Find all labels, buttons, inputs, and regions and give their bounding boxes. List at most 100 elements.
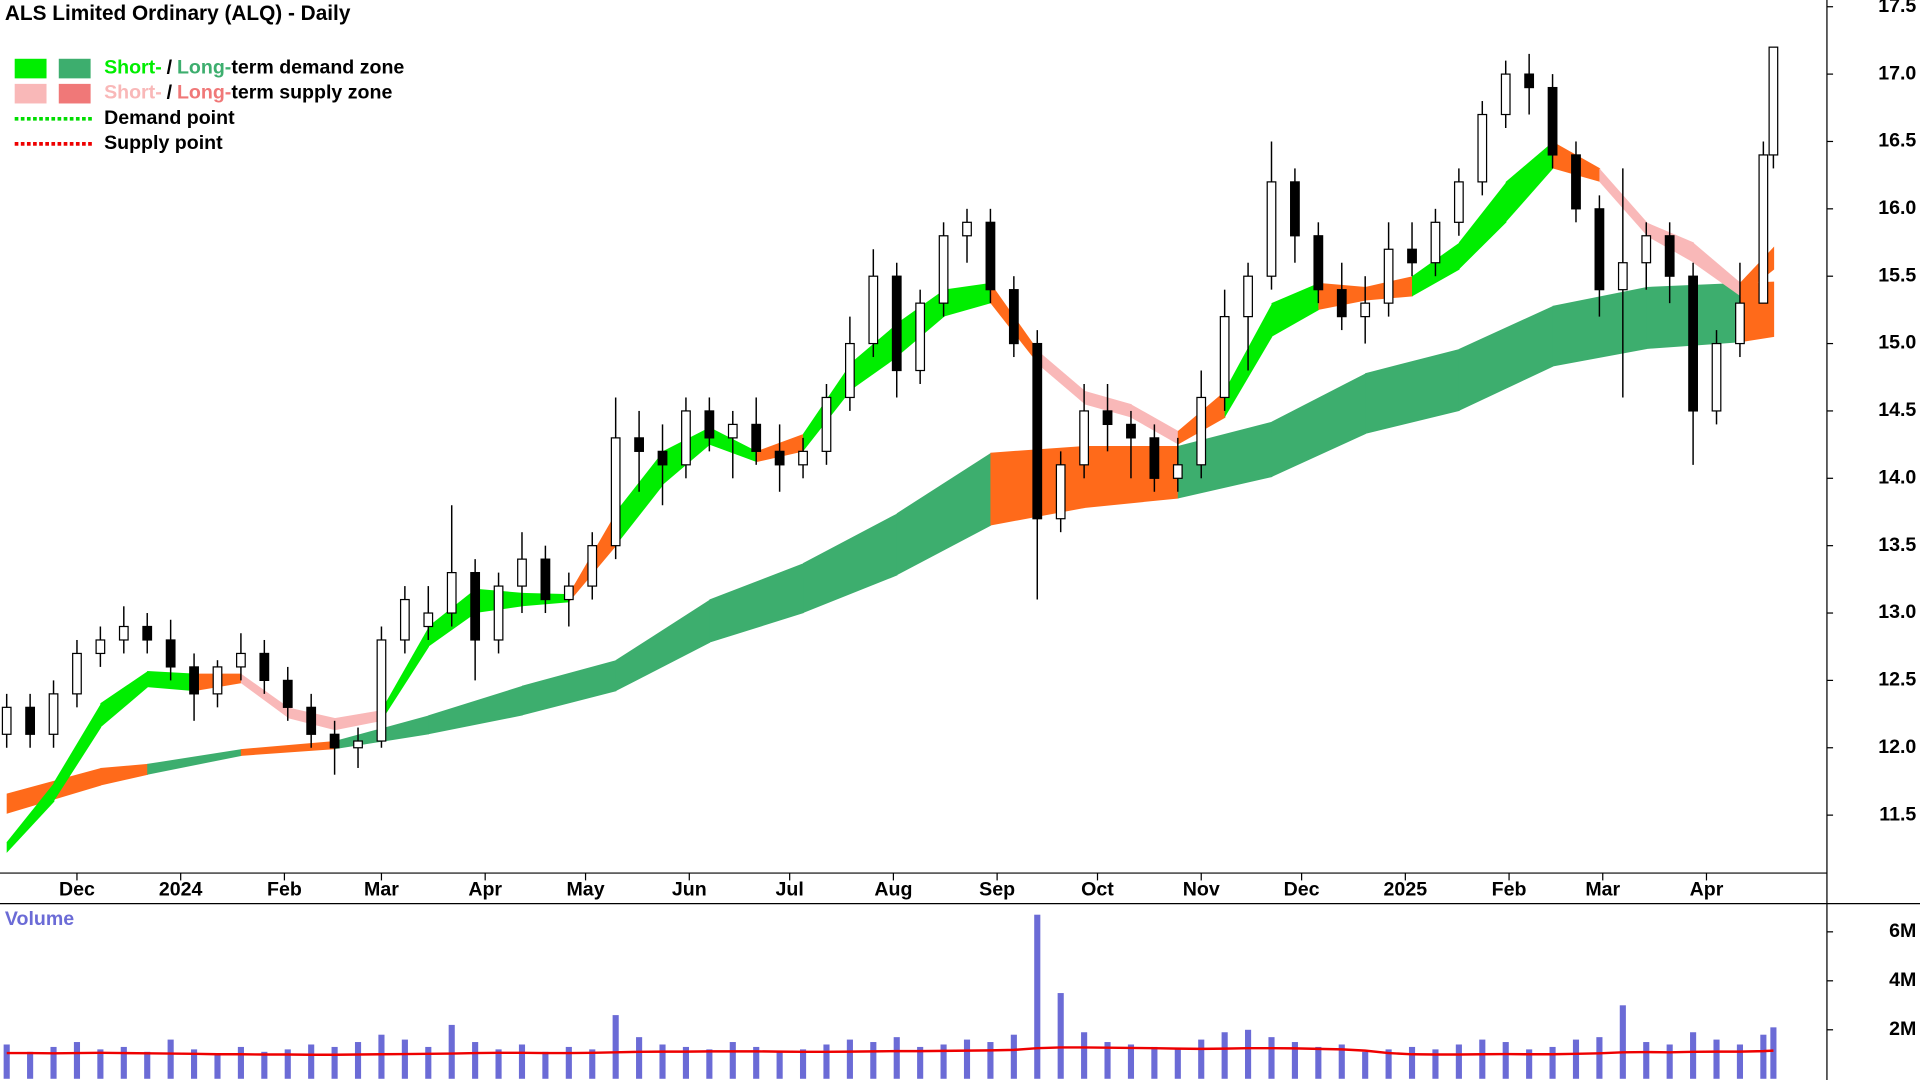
volume-bar [846, 1039, 853, 1079]
x-tick-label: Mar [364, 878, 399, 900]
legend-swatch [14, 83, 47, 104]
volume-bar [893, 1037, 900, 1079]
candle-body [329, 733, 340, 749]
volume-bar [1760, 1034, 1767, 1079]
candle-body [1547, 86, 1558, 156]
chart-title: ALS Limited Ordinary (ALQ) - Daily [5, 2, 351, 25]
candle-body [1735, 302, 1745, 345]
volume-bar [1057, 993, 1064, 1079]
candle-body [282, 679, 293, 708]
legend-swatch [14, 58, 47, 79]
legend-text: Short- / Long-term demand zone [104, 57, 404, 79]
candle-body [446, 571, 457, 614]
candle-body [704, 410, 715, 439]
volume-bar [1572, 1039, 1580, 1079]
volume-bar [987, 1042, 994, 1079]
short-term-zone [147, 670, 195, 692]
volume-bar [1479, 1039, 1486, 1079]
volume-bar [1127, 1044, 1135, 1079]
volume-bar [1385, 1049, 1392, 1079]
candle-body [657, 450, 668, 466]
volume-bar [144, 1051, 151, 1079]
candle-body [962, 221, 972, 237]
volume-bar [401, 1039, 408, 1079]
legend-part: / [167, 82, 173, 104]
volume-bar [917, 1046, 924, 1079]
volume-tick-label: 4M [1889, 969, 1916, 991]
candle-body [1571, 154, 1581, 210]
volume-bar [1549, 1046, 1556, 1079]
short-term-zone [615, 451, 664, 546]
short-term-zone [1458, 181, 1507, 270]
candle-body [844, 342, 855, 399]
volume-bar [1770, 1027, 1777, 1079]
volume-bar [542, 1051, 549, 1079]
volume-bar [73, 1042, 81, 1079]
candle-body [1383, 248, 1394, 304]
volume-bar [565, 1046, 572, 1079]
candle-body [212, 666, 223, 695]
y-tick-label: 17.0 [1878, 62, 1916, 84]
x-tick-label: Aug [874, 878, 912, 900]
candle-body [236, 652, 246, 668]
volume-bar [1010, 1034, 1017, 1079]
volume-label: Volume [5, 908, 74, 930]
volume-bar [636, 1037, 643, 1079]
legend-part: Supply point [104, 132, 223, 154]
long-term-zone [709, 563, 804, 643]
x-tick-label: May [567, 878, 605, 900]
volume-bar [97, 1049, 104, 1079]
volume-bar [1432, 1049, 1439, 1079]
candle-body [517, 558, 527, 587]
volume-bar [1502, 1042, 1509, 1079]
volume-bar [1455, 1044, 1462, 1079]
volume-bar [191, 1049, 198, 1079]
volume-bar [1408, 1046, 1416, 1079]
candle-body [1711, 342, 1722, 412]
y-tick-label: 17.5 [1878, 0, 1916, 17]
candle-body [1290, 181, 1300, 237]
volume-bar [1268, 1037, 1275, 1079]
candle-body [985, 221, 996, 291]
candle-body [376, 639, 387, 742]
volume-bar [167, 1039, 174, 1079]
volume-bar [1221, 1032, 1228, 1079]
volume-bar [1245, 1029, 1252, 1079]
volume-bar [963, 1039, 971, 1079]
candle-body [470, 571, 481, 641]
y-tick-label: 13.0 [1878, 601, 1916, 623]
legend-part: / [167, 57, 173, 79]
candle-body [1, 706, 12, 735]
long-term-zone [521, 660, 617, 716]
candle-body [306, 706, 317, 735]
volume-bar [1713, 1039, 1720, 1079]
candle-body [423, 612, 434, 628]
volume-bar [308, 1044, 315, 1079]
x-tick-label: Sep [979, 878, 1015, 900]
short-term-zone [334, 710, 383, 731]
candle-body [1360, 302, 1371, 318]
y-tick-label: 12.5 [1878, 669, 1916, 691]
legend-text: Demand point [104, 107, 235, 129]
volume-bar [214, 1054, 221, 1079]
candle-body [1688, 275, 1698, 412]
volume-bar [1151, 1046, 1158, 1079]
legend-swatch [58, 83, 91, 104]
candle-body [1196, 396, 1207, 466]
volume-bar [870, 1042, 877, 1079]
candle-body [1032, 342, 1043, 520]
x-tick-label: 2025 [1384, 878, 1428, 900]
long-term-zone [240, 741, 336, 756]
x-tick-label: Feb [1492, 878, 1527, 900]
y-tick-label: 12.0 [1878, 736, 1916, 758]
x-tick-label: Apr [1690, 878, 1724, 900]
legend-part: Short- [104, 57, 162, 79]
candle-body [891, 275, 902, 372]
candle-body [1149, 437, 1160, 479]
volume-bar [753, 1046, 760, 1079]
volume-bar [331, 1046, 338, 1079]
candle-body [1219, 316, 1230, 399]
candle-body [1102, 410, 1113, 426]
candle-body [727, 423, 738, 439]
candle-body [353, 740, 363, 749]
